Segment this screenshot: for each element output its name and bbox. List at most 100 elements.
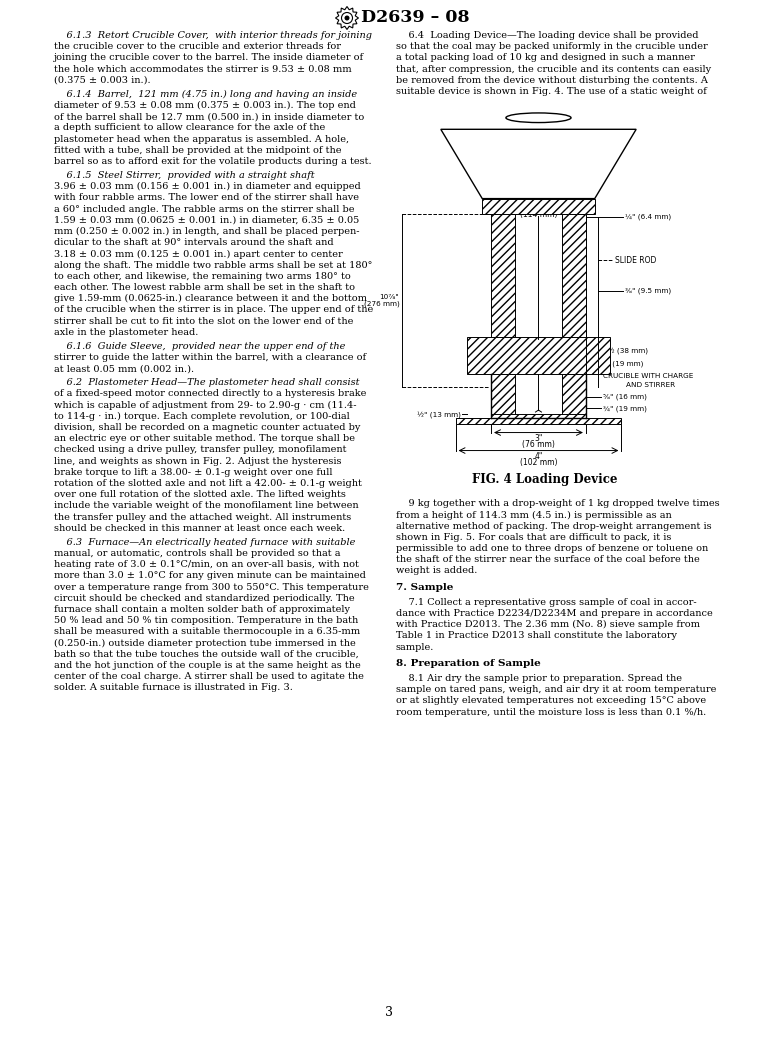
Text: ¾ (19 mm): ¾ (19 mm) [603,361,643,367]
Text: heating rate of 3.0 ± 0.1°C/min, on an over-all basis, with not: heating rate of 3.0 ± 0.1°C/min, on an o… [54,560,359,569]
Text: ¾" (19 mm): ¾" (19 mm) [603,405,647,411]
Text: (114 mm): (114 mm) [520,210,557,220]
Text: 6.1.3  Retort Crucible Cover,  with interior threads for joining: 6.1.3 Retort Crucible Cover, with interi… [54,31,372,40]
Text: should be checked in this manner at least once each week.: should be checked in this manner at leas… [54,524,345,533]
Bar [562,374,586,418]
Text: the crucible cover to the crucible and exterior threads for: the crucible cover to the crucible and e… [54,43,341,51]
Text: over a temperature range from 300 to 550°C. This temperature: over a temperature range from 300 to 550… [54,583,369,591]
Text: 8.1 Air dry the sample prior to preparation. Spread the: 8.1 Air dry the sample prior to preparat… [396,674,682,683]
Text: 6.3  Furnace—An electrically heated furnace with suitable: 6.3 Furnace—An electrically heated furna… [54,538,356,547]
Bar [491,414,586,418]
Text: each other. The lowest rabble arm shall be set in the shaft to: each other. The lowest rabble arm shall … [54,283,355,291]
Text: ¼" (6.4 mm): ¼" (6.4 mm) [625,213,671,221]
Text: line, and weights as shown in Fig. 2. Adjust the hysteresis: line, and weights as shown in Fig. 2. Ad… [54,457,342,465]
Text: SLIDE ROD: SLIDE ROD [615,256,656,264]
Text: 9 kg together with a drop-weight of 1 kg dropped twelve times: 9 kg together with a drop-weight of 1 kg… [396,500,720,508]
Text: division, shall be recorded on a magnetic counter actuated by: division, shall be recorded on a magneti… [54,423,360,432]
Text: give 1.59-mm (0.0625-in.) clearance between it and the bottom: give 1.59-mm (0.0625-in.) clearance betw… [54,295,367,303]
Text: 6.4  Loading Device—The loading device shall be provided: 6.4 Loading Device—The loading device sh… [396,31,699,40]
Text: 50 % lead and 50 % tin composition. Temperature in the bath: 50 % lead and 50 % tin composition. Temp… [54,616,358,626]
Bar [562,214,586,337]
Text: 4": 4" [534,452,543,460]
Text: bath so that the tube touches the outside wall of the crucible,: bath so that the tube touches the outsid… [54,650,359,659]
Text: (76 mm): (76 mm) [522,440,555,449]
Text: (0.375 ± 0.003 in.).: (0.375 ± 0.003 in.). [54,76,151,84]
Text: a total packing load of 10 kg and designed in such a manner: a total packing load of 10 kg and design… [396,53,695,62]
Bar [482,199,594,214]
Text: 6.1.5  Steel Stirrer,  provided with a straight shaft: 6.1.5 Steel Stirrer, provided with a str… [54,171,314,180]
Text: CRUCIBLE WITH CHARGE: CRUCIBLE WITH CHARGE [603,373,693,379]
Text: which is capable of adjustment from 29- to 2.90-g · cm (11.4-: which is capable of adjustment from 29- … [54,401,356,410]
Text: stirrer shall be cut to fit into the slot on the lower end of the: stirrer shall be cut to fit into the slo… [54,316,353,326]
Text: 4½": 4½" [531,197,546,206]
Text: fitted with a tube, shall be provided at the midpoint of the: fitted with a tube, shall be provided at… [54,146,342,155]
Text: 3.96 ± 0.03 mm (0.156 ± 0.001 in.) in diameter and equipped: 3.96 ± 0.03 mm (0.156 ± 0.001 in.) in di… [54,182,361,192]
Text: checked using a drive pulley, transfer pulley, monofilament: checked using a drive pulley, transfer p… [54,446,346,455]
Text: of a fixed-speed motor connected directly to a hysteresis brake: of a fixed-speed motor connected directl… [54,389,366,399]
Text: 3.18 ± 0.03 mm (0.125 ± 0.001 in.) apart center to center: 3.18 ± 0.03 mm (0.125 ± 0.001 in.) apart… [54,250,343,258]
Text: with Practice D2013. The 2.36 mm (No. 8) sieve sample from: with Practice D2013. The 2.36 mm (No. 8)… [396,620,700,630]
Text: solder. A suitable furnace is illustrated in Fig. 3.: solder. A suitable furnace is illustrate… [54,683,293,692]
Text: to 114-g · in.) torque. Each complete revolution, or 100-dial: to 114-g · in.) torque. Each complete re… [54,412,350,421]
Text: weight is added.: weight is added. [396,566,478,576]
Text: the hole which accommodates the stirrer is 9.53 ± 0.08 mm: the hole which accommodates the stirrer … [54,65,352,74]
Text: shall be measured with a suitable thermocouple in a 6.35-mm: shall be measured with a suitable thermo… [54,628,360,636]
Text: ½" (13 mm): ½" (13 mm) [416,411,461,417]
Bar [491,214,515,337]
Text: from a height of 114.3 mm (4.5 in.) is permissible as an: from a height of 114.3 mm (4.5 in.) is p… [396,510,671,519]
Text: diameter of 9.53 ± 0.08 mm (0.375 ± 0.003 in.). The top end: diameter of 9.53 ± 0.08 mm (0.375 ± 0.00… [54,101,356,110]
Text: sample on tared pans, weigh, and air dry it at room temperature: sample on tared pans, weigh, and air dry… [396,685,717,694]
Text: of the crucible when the stirrer is in place. The upper end of the: of the crucible when the stirrer is in p… [54,305,373,314]
Text: STATIC
LOAD: STATIC LOAD [499,152,530,172]
Text: the shaft of the stirrer near the surface of the coal before the: the shaft of the stirrer near the surfac… [396,555,699,564]
Text: permissible to add one to three drops of benzene or toluene on: permissible to add one to three drops of… [396,544,708,553]
Text: 6.1.4  Barrel,  121 mm (4.75 in.) long and having an inside: 6.1.4 Barrel, 121 mm (4.75 in.) long and… [54,90,357,99]
Text: ⅜" (9.5 mm): ⅜" (9.5 mm) [625,287,671,295]
Text: with four rabble arms. The lower end of the stirrer shall have: with four rabble arms. The lower end of … [54,194,359,202]
Text: to each other, and likewise, the remaining two arms 180° to: to each other, and likewise, the remaini… [54,272,351,281]
Text: 6.1.6  Guide Sleeve,  provided near the upper end of the: 6.1.6 Guide Sleeve, provided near the up… [54,341,345,351]
Text: sample.: sample. [396,642,434,652]
Text: brake torque to lift a 38.00- ± 0.1-g weight over one full: brake torque to lift a 38.00- ± 0.1-g we… [54,467,332,477]
Text: 7.1 Collect a representative gross sample of coal in accor-: 7.1 Collect a representative gross sampl… [396,598,696,607]
Text: alternative method of packing. The drop-weight arrangement is: alternative method of packing. The drop-… [396,522,712,531]
Text: 3: 3 [385,1006,393,1019]
Text: dance with Practice D2234/D2234M and prepare in accordance: dance with Practice D2234/D2234M and pre… [396,609,713,618]
Text: an electric eye or other suitable method. The torque shall be: an electric eye or other suitable method… [54,434,355,443]
Text: the transfer pulley and the attached weight. All instruments: the transfer pulley and the attached wei… [54,512,351,522]
Text: shown in Fig. 5. For coals that are difficult to pack, it is: shown in Fig. 5. For coals that are diff… [396,533,671,541]
Text: barrel so as to afford exit for the volatile products during a test.: barrel so as to afford exit for the vola… [54,157,372,166]
Polygon shape [441,129,636,199]
Text: 7. Sample: 7. Sample [396,583,454,592]
Text: dicular to the shaft at 90° intervals around the shaft and: dicular to the shaft at 90° intervals ar… [54,238,334,247]
Text: of the barrel shall be 12.7 mm (0.500 in.) in inside diameter to: of the barrel shall be 12.7 mm (0.500 in… [54,112,364,121]
Text: or at slightly elevated temperatures not exceeding 15°C above: or at slightly elevated temperatures not… [396,696,706,706]
Text: circuit should be checked and standardized periodically. The: circuit should be checked and standardiz… [54,593,355,603]
Bar [491,374,515,418]
Text: FIG. 4 Loading Device: FIG. 4 Loading Device [472,474,618,486]
Text: include the variable weight of the monofilament line between: include the variable weight of the monof… [54,502,359,510]
Circle shape [345,16,349,21]
Text: center of the coal charge. A stirrer shall be used to agitate the: center of the coal charge. A stirrer sha… [54,672,364,681]
Text: (0.250-in.) outside diameter protection tube immersed in the: (0.250-in.) outside diameter protection … [54,638,356,648]
Text: 8. Preparation of Sample: 8. Preparation of Sample [396,659,541,668]
Text: (102 mm): (102 mm) [520,458,557,467]
Text: joining the crucible cover to the barrel. The inside diameter of: joining the crucible cover to the barrel… [54,53,364,62]
Text: 3": 3" [534,433,543,442]
Text: that, after compression, the crucible and its contents can easily: that, after compression, the crucible an… [396,65,711,74]
Text: be removed from the device without disturbing the contents. A: be removed from the device without distu… [396,76,708,84]
Text: and the hot junction of the couple is at the same height as the: and the hot junction of the couple is at… [54,661,361,670]
Text: a 60° included angle. The rabble arms on the stirrer shall be: a 60° included angle. The rabble arms on… [54,205,355,213]
Text: plastometer head when the apparatus is assembled. A hole,: plastometer head when the apparatus is a… [54,134,349,144]
Text: suitable device is shown in Fig. 4. The use of a static weight of: suitable device is shown in Fig. 4. The … [396,87,706,96]
Text: over one full rotation of the slotted axle. The lifted weights: over one full rotation of the slotted ax… [54,490,346,500]
Text: furnace shall contain a molten solder bath of approximately: furnace shall contain a molten solder ba… [54,605,350,614]
Text: a depth sufficient to allow clearance for the axle of the: a depth sufficient to allow clearance fo… [54,124,325,132]
Text: rotation of the slotted axle and not lift a 42.00- ± 0.1-g weight: rotation of the slotted axle and not lif… [54,479,362,488]
Text: ⅝" (16 mm): ⅝" (16 mm) [603,393,647,400]
Text: at least 0.05 mm (0.002 in.).: at least 0.05 mm (0.002 in.). [54,364,194,374]
Text: D2639 – 08: D2639 – 08 [361,9,469,26]
Text: 1.59 ± 0.03 mm (0.0625 ± 0.001 in.) in diameter, 6.35 ± 0.05: 1.59 ± 0.03 mm (0.0625 ± 0.001 in.) in d… [54,215,359,225]
Text: AND STIRRER: AND STIRRER [626,382,675,388]
Text: room temperature, until the moisture loss is less than 0.1 %/h.: room temperature, until the moisture los… [396,708,706,716]
